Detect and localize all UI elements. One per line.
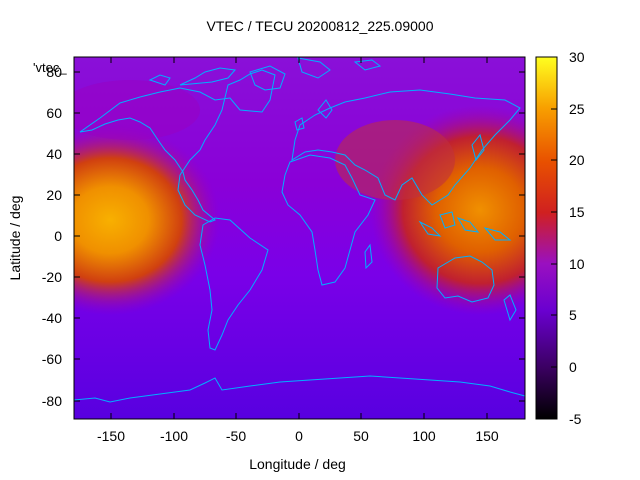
x-tick-label: -50 bbox=[226, 428, 246, 444]
x-tick-label: 150 bbox=[475, 428, 499, 444]
asia-secondary bbox=[335, 120, 455, 200]
legend-label: 'vtec_ bbox=[33, 60, 67, 75]
y-tick-label: 80 bbox=[46, 64, 62, 80]
colorbar-tick-label: 30 bbox=[569, 49, 585, 65]
x-tick-label: 0 bbox=[295, 428, 303, 444]
chart-title: VTEC / TECU 20200812_225.09000 bbox=[206, 18, 434, 34]
x-tick-label: 100 bbox=[412, 428, 436, 444]
colorbar-tick-label: 0 bbox=[569, 359, 577, 375]
x-tick-marks bbox=[110, 57, 488, 419]
y-tick-label: 20 bbox=[46, 187, 62, 203]
colorbar-tick-label: -5 bbox=[569, 411, 582, 427]
colorbar-tick-label: 10 bbox=[569, 256, 585, 272]
y-tick-label: 60 bbox=[46, 105, 62, 121]
colorbar-tick-label: 25 bbox=[569, 101, 585, 117]
x-tick-label: -150 bbox=[97, 428, 125, 444]
colorbar-tick-label: 15 bbox=[569, 204, 585, 220]
y-tick-label: -20 bbox=[42, 269, 62, 285]
y-tick-label: -40 bbox=[42, 310, 62, 326]
y-tick-label: -60 bbox=[42, 351, 62, 367]
colorbar-tick-label: 5 bbox=[569, 307, 577, 323]
colorbar bbox=[535, 56, 558, 420]
x-tick-label: 50 bbox=[353, 428, 369, 444]
x-tick-label: -100 bbox=[160, 428, 188, 444]
colorbar-ticks bbox=[551, 56, 557, 420]
y-tick-marks bbox=[74, 71, 525, 402]
pacific-maximum bbox=[74, 125, 220, 315]
y-axis-label: Latitude / deg bbox=[7, 195, 23, 281]
colorbar-tick-label: 20 bbox=[569, 152, 585, 168]
y-tick-label: 0 bbox=[54, 228, 62, 244]
y-tick-label: -80 bbox=[42, 393, 62, 409]
x-axis-label: Longitude / deg bbox=[249, 456, 346, 472]
north-pacific-patch bbox=[74, 80, 200, 140]
coastlines bbox=[74, 57, 525, 419]
y-tick-label: 40 bbox=[46, 146, 62, 162]
